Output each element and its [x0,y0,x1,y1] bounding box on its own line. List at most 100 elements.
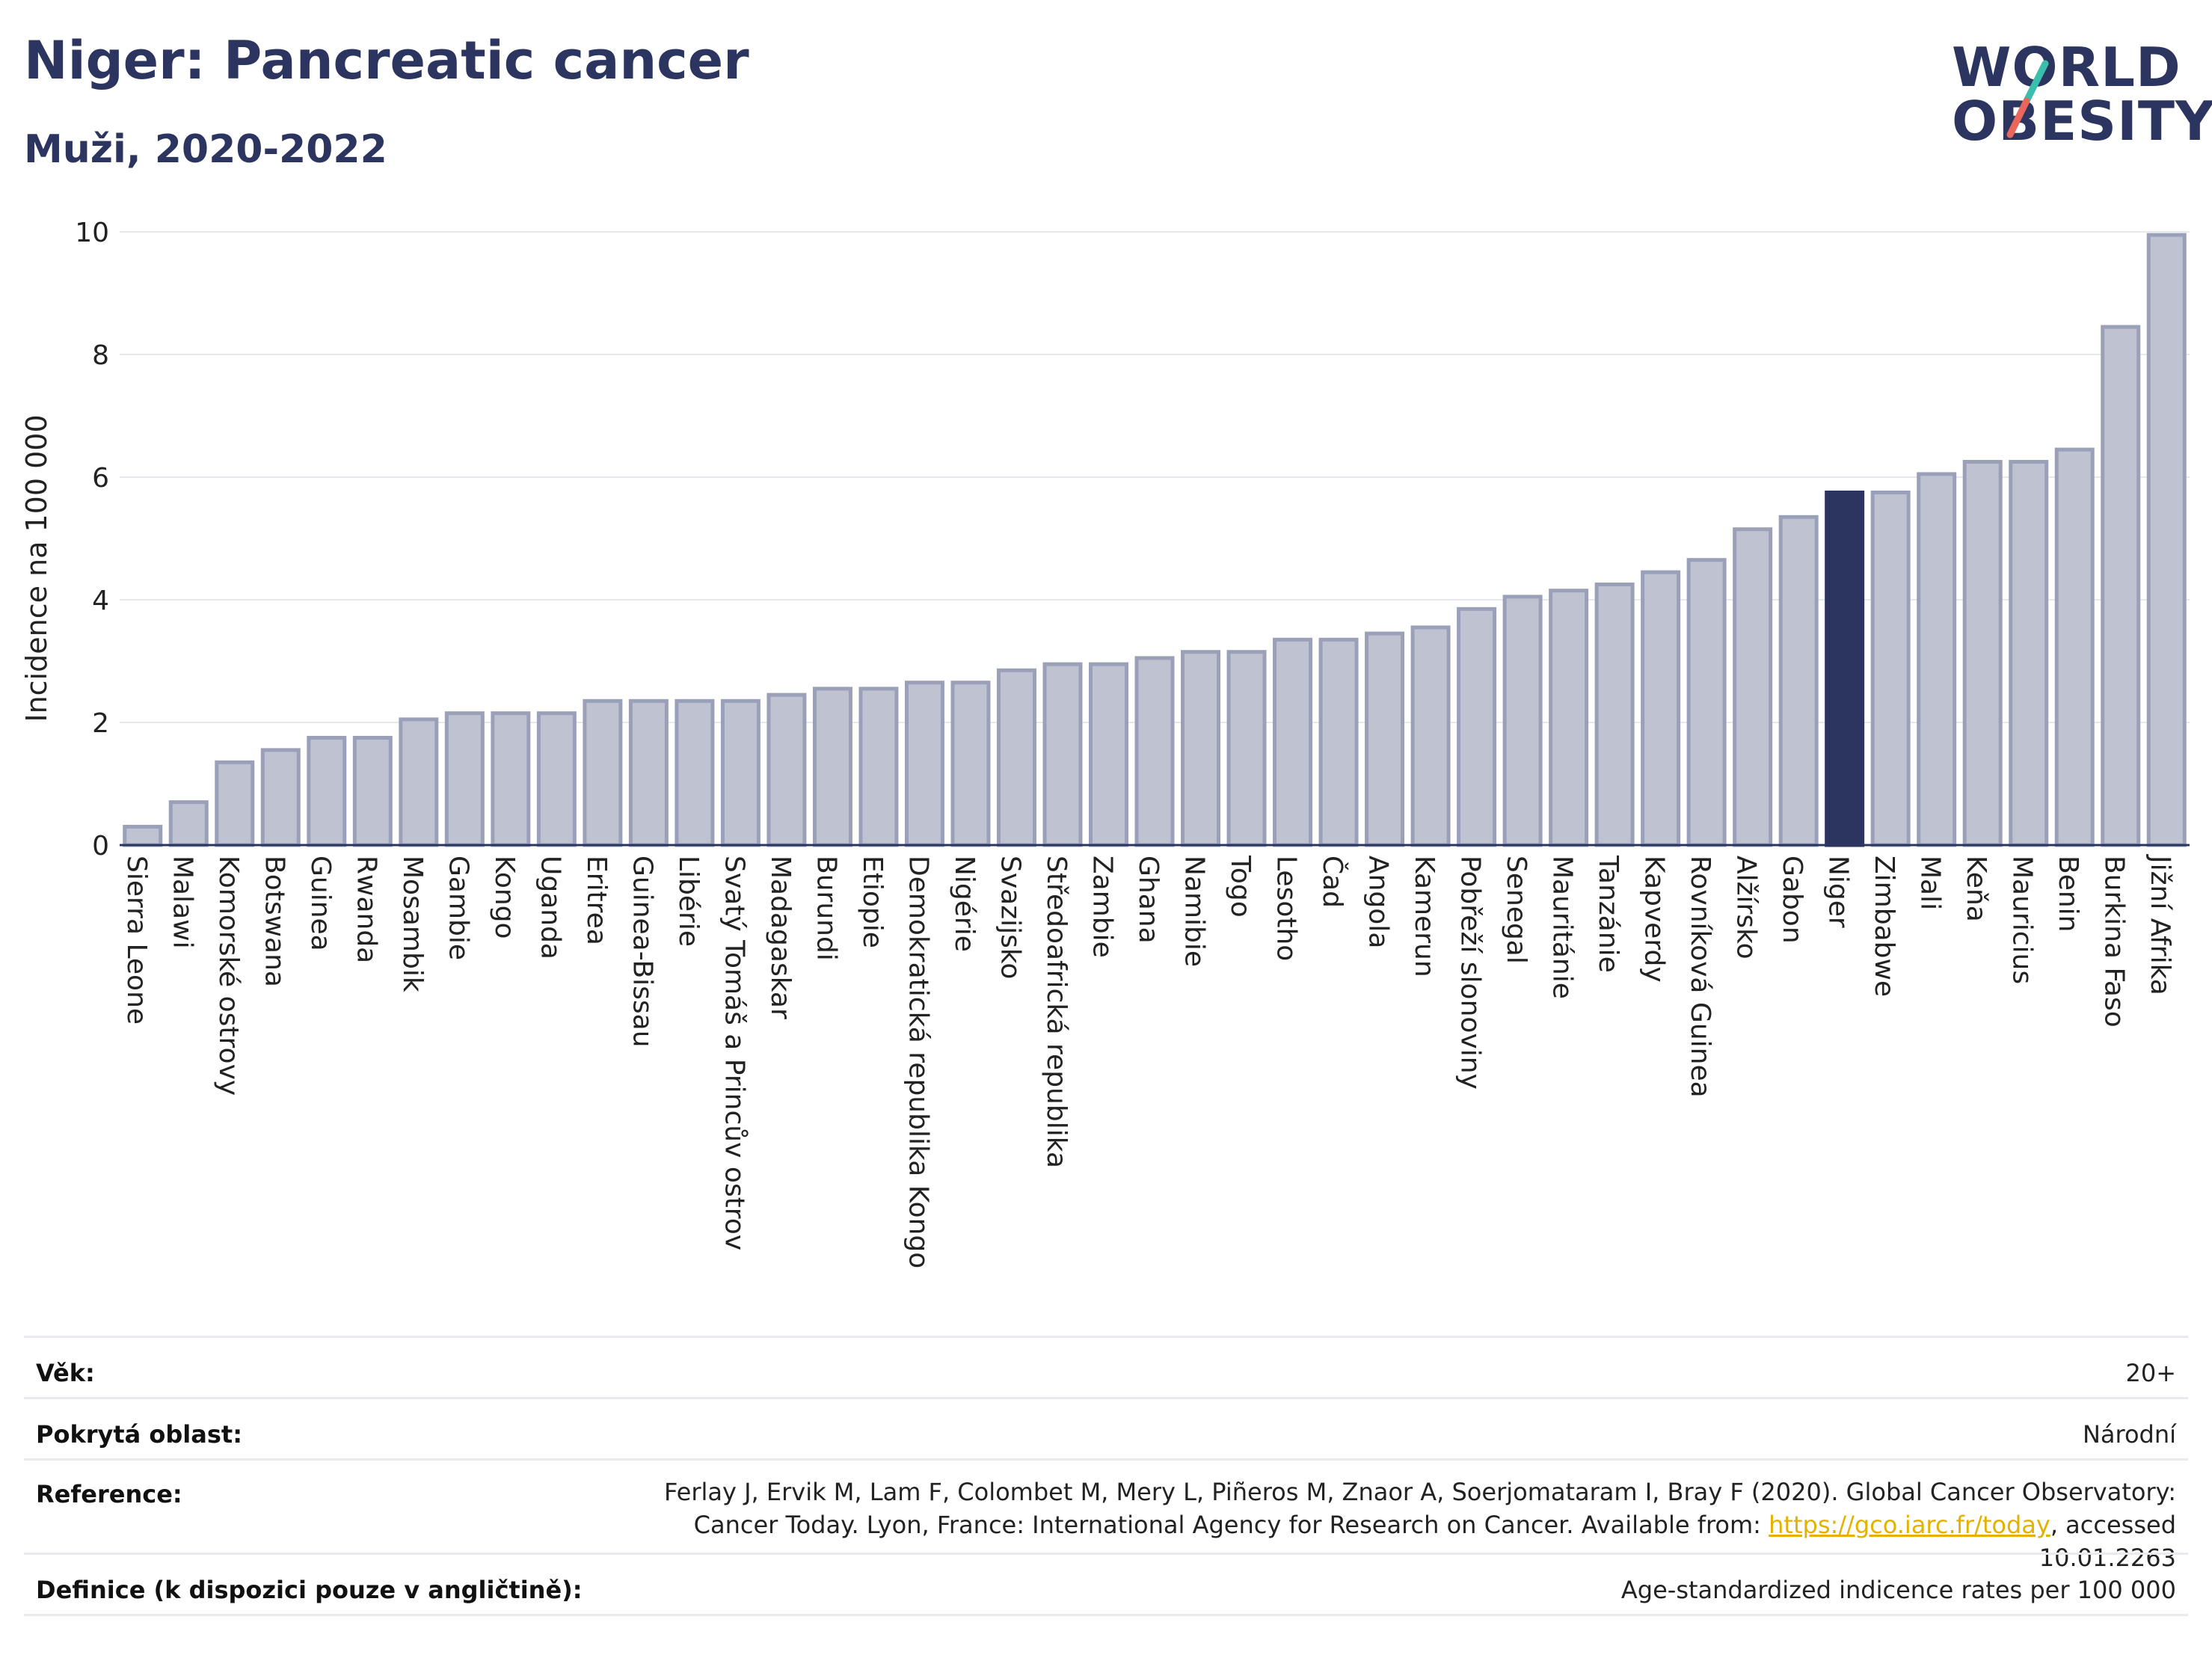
bar-35[interactable] [1733,527,1773,847]
bar-26[interactable] [1318,637,1359,847]
info-row-reference: Reference: Ferlay J, Ervik M, Lam F, Col… [24,1458,2188,1572]
world-obesity-logo: WORLD OBESITY [1952,22,2212,165]
x-tick-label: Niger [1823,856,1854,928]
logo-word-obesity: OBESITY [1952,90,2212,153]
bar-16[interactable] [858,687,899,847]
logo-slash-icon [2006,60,2049,138]
bar-32[interactable] [1594,583,1635,847]
bar-43[interactable] [2101,325,2141,847]
bar-21[interactable] [1088,662,1128,847]
bottom-divider [24,1614,2188,1616]
y-tick-label: 4 [92,586,109,616]
logo-word-world: WORLD [1952,36,2181,99]
bar-34[interactable] [1686,558,1727,847]
x-tick-label: Angola [1363,856,1394,948]
bar-14[interactable] [766,693,807,847]
bar-44[interactable] [2146,233,2187,847]
bar-19[interactable] [996,668,1036,847]
bar-30[interactable] [1502,595,1543,847]
x-tick-label: Burkina Faso [2099,856,2130,1028]
bar-22[interactable] [1134,656,1175,847]
bar-9[interactable] [536,711,577,847]
bar-10[interactable] [583,698,623,847]
age-value: 20+ [2125,1359,2176,1387]
bar-38[interactable] [1870,491,1911,847]
bar-11[interactable] [628,698,669,847]
chart-subtitle: Muži, 2020-2022 [24,127,387,172]
bar-28[interactable] [1410,625,1451,847]
x-tick-label: Rovníková Guinea [1685,856,1715,1098]
bar-7[interactable] [444,711,485,847]
bar-25[interactable] [1273,637,1313,847]
bar-15[interactable] [812,687,852,847]
y-tick-label: 10 [75,218,109,248]
x-tick-label: Uganda [535,856,565,959]
bar-23[interactable] [1181,650,1221,847]
bar-29[interactable] [1457,607,1497,847]
info-row-age: Věk: 20+ [24,1336,2188,1398]
definition-label: Definice (k dispozici pouze v angličtině… [36,1576,583,1604]
x-tick-label: Mauricius [2007,856,2038,984]
bar-17[interactable] [904,681,944,847]
x-tick-label: Burundi [811,856,841,961]
bar-24[interactable] [1226,650,1267,847]
bar-5[interactable] [352,736,393,847]
y-tick-label: 8 [92,340,109,371]
area-value: Národní [2082,1420,2176,1449]
bar-8[interactable] [491,711,531,847]
x-tick-label: Malawi [167,856,197,949]
x-tick-label: Zimbabwe [1869,856,1899,997]
x-tick-label: Togo [1225,855,1256,918]
y-axis-ticks: 0 2 4 6 8 10 [75,218,109,862]
chart-title: Niger: Pancreatic cancer [24,30,749,91]
bar-40[interactable] [1962,460,2003,847]
bar-27[interactable] [1365,631,1405,847]
x-tick-label: Kapverdy [1639,856,1670,983]
bar-20[interactable] [1042,662,1083,847]
bar-36[interactable] [1778,515,1819,847]
age-label: Věk: [36,1359,95,1387]
x-tick-label: Gambie [443,856,473,960]
bar-42[interactable] [2054,447,2095,847]
bar-4[interactable] [307,736,347,847]
bar-0[interactable] [123,824,163,847]
x-tick-label: Pobřeží slonoviny [1455,856,1486,1090]
x-tick-label: Demokratická republika Kongo [903,856,933,1268]
y-tick-label: 6 [92,463,109,494]
bar-39[interactable] [1917,472,1957,847]
x-tick-label: Guinea [305,856,336,951]
x-tick-label: Komorské ostrovy [213,856,244,1096]
bar-31[interactable] [1549,589,1589,847]
bar-37[interactable] [1825,491,1865,847]
reference-label: Reference: [36,1480,182,1508]
x-tick-label: Středoafrická republika [1041,856,1072,1168]
bars [123,233,2187,847]
x-axis-labels: Sierra Leone Malawi Komorské ostrovy Botswa… [121,854,2175,1268]
x-tick-label: Benin [2053,856,2083,932]
bar-6[interactable] [399,717,439,847]
x-tick-label: Etiopie [857,856,888,948]
bar-2[interactable] [215,760,255,847]
x-tick-label: Lesotho [1271,856,1302,961]
x-tick-label: Alžírsko [1731,856,1762,959]
reference-link[interactable]: https://gco.iarc.fr/today [1769,1511,2050,1539]
area-label: Pokrytá oblast: [36,1420,242,1449]
x-tick-label: Rwanda [351,856,381,963]
x-tick-label: Guinea-Bissau [627,856,657,1048]
x-tick-label: Nigérie [949,856,980,952]
x-tick-label: Ghana [1133,856,1164,944]
x-tick-label: Senegal [1501,856,1531,964]
bar-13[interactable] [720,698,761,847]
reference-text: Ferlay J, Ervik M, Lam F, Colombet M, Me… [664,1478,2176,1539]
bar-33[interactable] [1641,570,1681,847]
x-tick-label: Tanzánie [1593,855,1623,973]
x-tick-label: Mauritánie [1547,856,1578,999]
x-tick-label: Gabon [1777,856,1807,944]
x-tick-label: Mali [1915,856,1946,910]
bar-41[interactable] [2009,460,2049,847]
bar-3[interactable] [260,748,301,847]
bar-18[interactable] [950,681,991,847]
bar-1[interactable] [168,800,209,847]
bar-12[interactable] [675,698,715,847]
reference-value: Ferlay J, Ervik M, Lam F, Colombet M, Me… [606,1476,2176,1574]
